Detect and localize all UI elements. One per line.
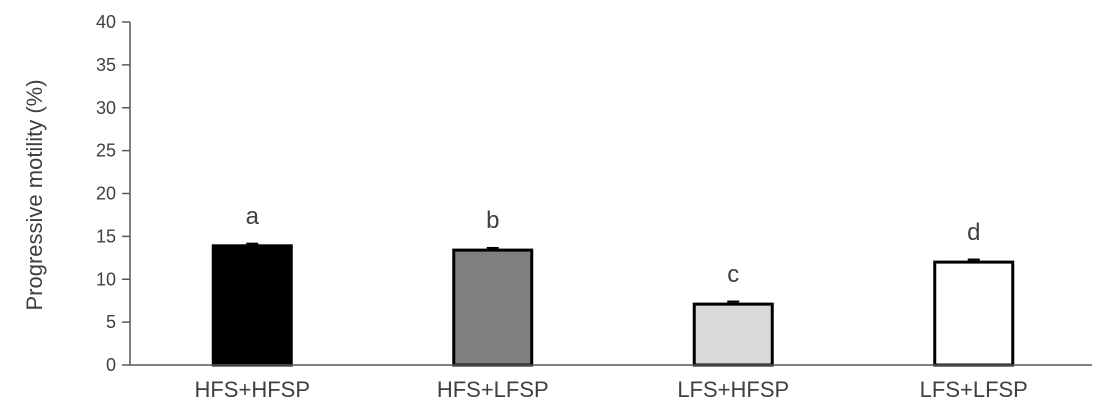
y-tick-label: 5 [106, 312, 116, 332]
y-tick-label: 10 [96, 269, 116, 289]
significance-label: c [727, 261, 739, 288]
bar [452, 248, 534, 367]
x-category-label: LFS+LFSP [920, 377, 1028, 402]
x-category-label: LFS+HFSP [677, 377, 789, 402]
y-tick-label: 20 [96, 184, 116, 204]
significance-label: b [486, 207, 499, 234]
y-tick-label: 30 [96, 98, 116, 118]
bar [692, 302, 774, 367]
y-axis-ticks: 0 5 10 15 20 25 30 35 40 [96, 12, 130, 375]
y-tick-label: 35 [96, 55, 116, 75]
x-category-label: HFS+HFSP [194, 377, 310, 402]
x-category-label: HFS+LFSP [437, 377, 549, 402]
y-tick-label: 15 [96, 226, 116, 246]
category-labels: HFS+HFSP HFS+LFSP LFS+HFSP LFS+LFSP [194, 377, 1027, 402]
y-tick-label: 40 [96, 12, 116, 32]
y-tick-label: 0 [106, 355, 116, 375]
bars: a b c d [211, 203, 1015, 367]
y-tick-label: 25 [96, 141, 116, 161]
bar [211, 244, 293, 367]
y-axis-title: Progressive motility (%) [22, 79, 47, 310]
significance-label: d [967, 219, 980, 246]
bar [933, 260, 1015, 367]
significance-label: a [246, 203, 260, 230]
